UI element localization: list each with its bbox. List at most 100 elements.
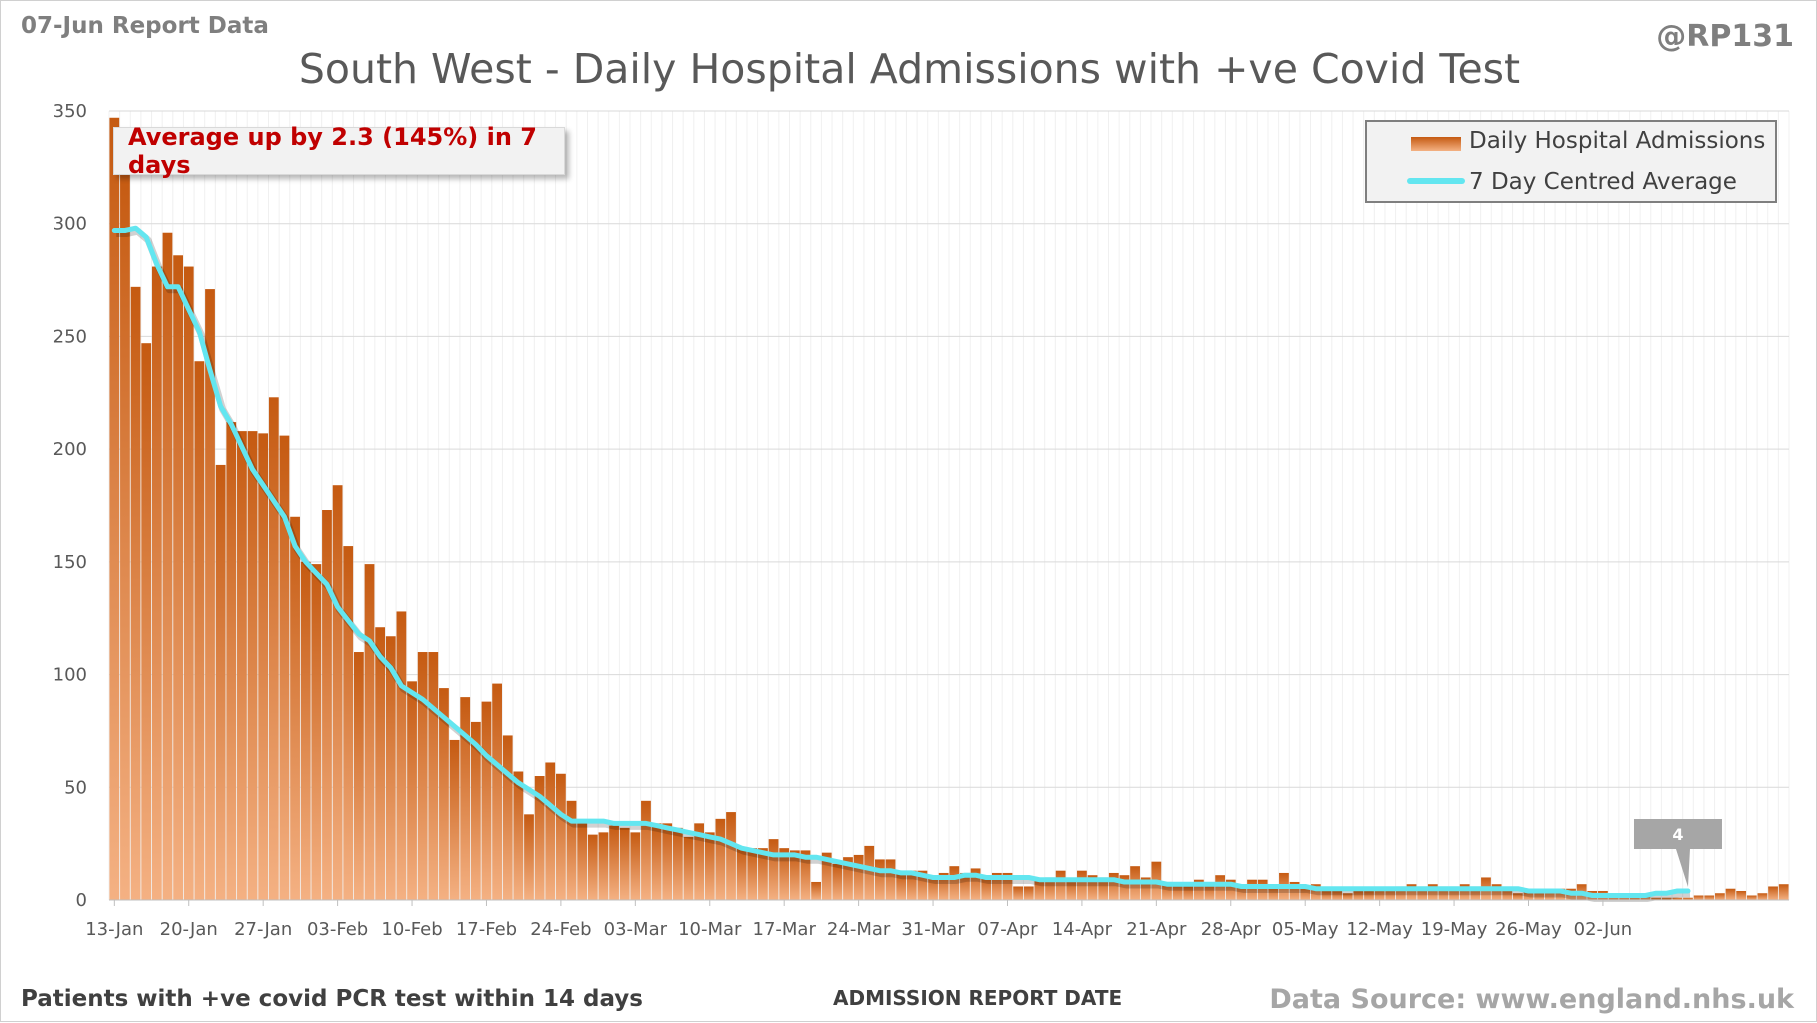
bar bbox=[1693, 895, 1704, 900]
bar bbox=[1714, 893, 1725, 900]
y-tick-label: 350 bbox=[53, 101, 87, 122]
bar bbox=[970, 868, 981, 900]
bar bbox=[672, 827, 683, 900]
bar bbox=[258, 433, 269, 900]
bar bbox=[1140, 877, 1151, 900]
bar bbox=[1172, 884, 1183, 900]
bar bbox=[1704, 895, 1715, 900]
bar bbox=[524, 814, 534, 900]
bar bbox=[290, 516, 300, 900]
bar bbox=[1353, 890, 1364, 900]
bar bbox=[917, 870, 928, 900]
bar bbox=[1385, 888, 1396, 900]
bar bbox=[1300, 886, 1311, 900]
bar bbox=[1651, 897, 1661, 900]
x-tick-label: 07-Apr bbox=[977, 919, 1038, 940]
x-tick-label: 21-Apr bbox=[1126, 919, 1187, 940]
x-tick-label: 26-May bbox=[1495, 919, 1562, 940]
bar bbox=[428, 652, 439, 900]
x-tick-label: 10-Feb bbox=[381, 919, 442, 940]
bar bbox=[268, 397, 279, 900]
bar bbox=[1512, 893, 1523, 900]
y-tick-label: 50 bbox=[64, 777, 87, 798]
bar bbox=[545, 762, 556, 900]
bar bbox=[1055, 870, 1066, 900]
x-tick-label: 03-Mar bbox=[604, 919, 668, 940]
line-series bbox=[111, 225, 1691, 902]
bar bbox=[811, 881, 821, 900]
callout-box bbox=[1633, 818, 1722, 887]
bar bbox=[1119, 875, 1130, 900]
y-tick-label: 100 bbox=[53, 665, 87, 686]
bar bbox=[332, 485, 343, 900]
bar bbox=[1534, 890, 1545, 900]
bar bbox=[120, 167, 130, 900]
bar bbox=[864, 845, 875, 900]
bar bbox=[1342, 893, 1353, 900]
bar bbox=[1247, 879, 1257, 900]
average-line bbox=[111, 225, 1691, 898]
report-date-label: 07-Jun Report Data bbox=[21, 13, 269, 39]
x-tick-label: 05-May bbox=[1272, 919, 1339, 940]
x-tick-label: 28-Apr bbox=[1201, 919, 1262, 940]
bar bbox=[566, 800, 577, 900]
bar bbox=[311, 564, 322, 900]
bar bbox=[353, 652, 364, 900]
bar bbox=[417, 652, 428, 900]
chart-title: South West - Daily Hospital Admissions w… bbox=[298, 45, 1521, 93]
bar bbox=[1438, 886, 1449, 900]
bar bbox=[109, 117, 120, 900]
legend-bar-label: Daily Hospital Admissions bbox=[1469, 128, 1766, 154]
y-tick-label: 0 bbox=[76, 890, 87, 911]
bar bbox=[1332, 890, 1342, 900]
value-callout: 4 bbox=[1633, 818, 1722, 887]
bar bbox=[1066, 879, 1077, 900]
bar bbox=[598, 832, 609, 900]
bar bbox=[1077, 870, 1087, 900]
x-tick-label: 19-May bbox=[1421, 919, 1488, 940]
gridlines bbox=[108, 110, 1790, 901]
bar bbox=[322, 510, 332, 900]
bar bbox=[141, 343, 152, 901]
bar bbox=[1098, 877, 1109, 900]
bar bbox=[449, 739, 460, 900]
chart-legend: Daily Hospital Admissions 7 Day Centred … bbox=[1365, 120, 1777, 203]
bar bbox=[279, 435, 290, 900]
bar bbox=[949, 866, 960, 900]
callout-value: 4 bbox=[1672, 825, 1683, 844]
bar bbox=[194, 361, 205, 900]
bar bbox=[1470, 886, 1481, 900]
bar bbox=[1396, 886, 1406, 900]
bar bbox=[662, 823, 673, 900]
bar bbox=[758, 848, 768, 900]
bar bbox=[768, 839, 779, 900]
bar bbox=[364, 564, 375, 900]
bar bbox=[439, 688, 449, 900]
bar bbox=[726, 812, 736, 900]
bar bbox=[1502, 888, 1513, 900]
bar bbox=[1768, 886, 1778, 900]
x-tick-label: 17-Mar bbox=[753, 919, 817, 940]
x-tick-label: 02-Jun bbox=[1574, 919, 1633, 940]
bar bbox=[736, 848, 747, 900]
bar bbox=[215, 464, 226, 900]
bar bbox=[874, 859, 885, 900]
legend-item-bar: Daily Hospital Admissions bbox=[1469, 128, 1765, 154]
bar bbox=[1523, 890, 1534, 900]
bar bbox=[1406, 884, 1417, 900]
bar bbox=[928, 875, 938, 900]
bar bbox=[694, 823, 705, 900]
footnote: Patients with +ve covid PCR test within … bbox=[21, 986, 643, 1012]
bar bbox=[577, 821, 588, 900]
change-annotation-text: Average up by 2.3 (145%) in 7 days bbox=[128, 123, 537, 179]
bar bbox=[375, 627, 386, 900]
bar bbox=[1034, 879, 1045, 900]
legend-item-line: 7 Day Centred Average bbox=[1469, 169, 1737, 195]
bar bbox=[470, 721, 481, 900]
bar bbox=[1310, 884, 1321, 900]
bar bbox=[1013, 886, 1024, 900]
bar bbox=[396, 611, 407, 900]
bar bbox=[800, 850, 811, 900]
